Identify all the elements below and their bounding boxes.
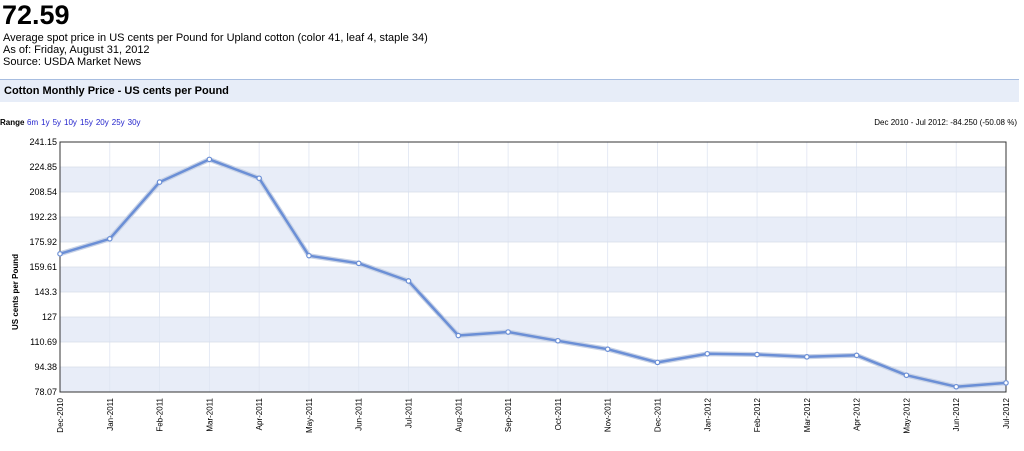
chart-section-header: Cotton Monthly Price - US cents per Poun… [0, 79, 1019, 102]
x-tick-label: May-2011 [305, 397, 314, 433]
range-change-summary: Dec 2010 - Jul 2012: -84.250 (-50.08 %) [874, 118, 1017, 127]
y-tick-labels: 241.15 224.85 208.54 192.23 175.92 159.61 143.… [29, 137, 57, 397]
series-points [57, 156, 1009, 390]
range-selector: Range 6m 1y 5y 10y 15y 20y 25y 30y Dec 2010 - J… [0, 118, 1019, 130]
data-point [57, 251, 63, 257]
data-point [953, 383, 960, 390]
x-tick-label: Nov-2011 [604, 397, 613, 432]
as-of-date: As of: Friday, August 31, 2012 [3, 44, 150, 56]
data-point [156, 179, 163, 185]
data-point [256, 175, 262, 182]
range-option-30y[interactable]: 30y [127, 118, 141, 127]
x-tick-label: Dec-2010 [56, 397, 65, 432]
range-option-5y[interactable]: 5y [52, 118, 62, 127]
chart-section-title: Cotton Monthly Price - US cents per Poun… [4, 85, 229, 97]
x-tick-label: Sep-2011 [504, 397, 513, 432]
range-option-20y[interactable]: 20y [95, 118, 109, 127]
x-tick-label: Jun-2012 [952, 397, 961, 431]
data-point [804, 354, 810, 360]
x-tick-label: Feb-2011 [156, 397, 165, 431]
data-point [555, 337, 561, 344]
grid-band [60, 217, 1006, 242]
y-tick-label: 159.61 [29, 262, 57, 272]
y-axis-label: US cents per Pound [11, 254, 20, 330]
y-tick-label: 192.23 [29, 212, 57, 222]
data-point [455, 332, 462, 339]
y-tick-label: 127 [42, 312, 57, 322]
x-tick-label: Feb-2012 [753, 397, 762, 432]
x-tick-label: Apr-2012 [853, 397, 862, 430]
x-tick-label: Oct-2011 [554, 397, 563, 430]
y-tick-label: 224.85 [29, 162, 57, 172]
data-point [704, 350, 711, 357]
data-point [1003, 380, 1009, 386]
x-tick-label: Dec-2011 [653, 397, 662, 432]
y-tick-label: 143.3 [34, 287, 57, 297]
y-tick-label: 110.69 [30, 337, 57, 347]
data-point [206, 156, 213, 163]
x-tick-label: Apr-2011 [255, 397, 264, 430]
price-description: Average spot price in US cents per Pound… [3, 32, 428, 44]
x-tick-label: Jul-2012 [1002, 397, 1011, 428]
x-tick-label: Mar-2012 [803, 397, 812, 432]
data-point [106, 236, 113, 242]
data-point [306, 252, 312, 259]
series-line [59, 158, 1007, 388]
range-options: 6m 1y 5y 10y 15y 20y 25y 30y [27, 118, 144, 127]
y-tick-label: 241.15 [29, 137, 57, 147]
range-option-15y[interactable]: 15y [79, 118, 93, 127]
data-point [754, 351, 760, 358]
range-option-25y[interactable]: 25y [111, 118, 125, 127]
data-point [505, 329, 511, 335]
y-tick-label: 175.92 [29, 237, 57, 247]
data-point [405, 278, 412, 284]
x-tick-labels: Dec-2010 Jan-2011 Feb-2011 Mar-2011 Apr-2011… [56, 397, 1011, 433]
grid-band [60, 267, 1006, 292]
grid-band [60, 167, 1006, 192]
range-label: Range [0, 118, 25, 127]
range-option-1y[interactable]: 1y [41, 118, 50, 127]
data-source: Source: USDA Market News [3, 56, 142, 68]
data-point [355, 260, 362, 267]
grid-band [60, 367, 1006, 392]
data-point [654, 359, 661, 366]
data-point [903, 372, 910, 379]
x-tick-label: Jun-2011 [355, 397, 364, 430]
x-tick-label: Jan-2011 [106, 397, 115, 430]
x-tick-label: Mar-2011 [205, 397, 214, 431]
y-tick-label: 78.07 [34, 387, 57, 397]
current-price: 72.59 [2, 0, 70, 30]
plot-frame [59, 141, 1007, 393]
y-tick-label: 208.54 [29, 187, 57, 197]
x-tick-label: May-2012 [902, 397, 911, 433]
x-tick-label: Jul-2011 [405, 397, 414, 428]
range-option-6m[interactable]: 6m [27, 118, 39, 127]
data-point [604, 346, 611, 352]
data-point [853, 352, 860, 359]
x-tick-label: Aug-2011 [454, 397, 463, 432]
x-tick-label: Jan-2012 [703, 397, 712, 431]
range-option-10y[interactable]: 10y [64, 118, 77, 127]
y-tick-label: 94.38 [34, 362, 57, 372]
